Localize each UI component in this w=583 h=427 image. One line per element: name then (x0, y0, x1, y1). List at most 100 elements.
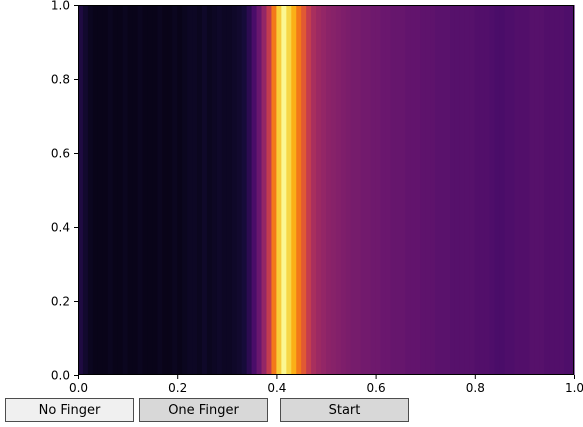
heatmap-cell (365, 5, 372, 375)
heatmap-cell (78, 5, 84, 375)
heatmap-cell (479, 5, 486, 375)
heatmap-cell (375, 5, 382, 375)
heatmap-cell (539, 5, 545, 375)
y-axis: 0.0 0.2 0.4 0.6 0.8 1.0 (51, 0, 78, 383)
heatmap-cell (316, 5, 322, 375)
heatmap-cell (266, 5, 273, 375)
heatmap-cell (152, 5, 158, 375)
heatmap-cell (454, 5, 461, 375)
heatmap-cell (469, 5, 476, 375)
heatmap-cell (544, 5, 550, 375)
heatmap-cell (405, 5, 411, 375)
heatmap-cell (499, 5, 506, 375)
heatmap-cell (445, 5, 451, 375)
heatmap-cell (534, 5, 540, 375)
heatmap-cell (82, 5, 89, 375)
heatmap-cell (529, 5, 535, 375)
heatmap-cell (276, 5, 282, 375)
heatmap-cell (474, 5, 481, 375)
heatmap-cell (340, 5, 347, 375)
heatmap-cell (172, 5, 178, 375)
y-tick-label: 0.8 (51, 73, 70, 87)
heatmap-cell (221, 5, 228, 375)
heatmap-cell (569, 5, 575, 375)
heatmap-cell (355, 5, 362, 375)
heatmap-cell (489, 5, 496, 375)
heatmap-cell (395, 5, 401, 375)
x-tick-label: 0.8 (466, 381, 485, 395)
heatmap-cell (321, 5, 327, 375)
heatmap-cell (330, 5, 337, 375)
heatmap-cell (291, 5, 297, 375)
heatmap-cell (92, 5, 99, 375)
y-tick-label: 1.0 (51, 0, 70, 13)
y-tick-label: 0.2 (51, 295, 70, 309)
heatmap-cell (261, 5, 268, 375)
y-tick-label: 0.0 (51, 369, 70, 383)
heatmap-cell (202, 5, 208, 375)
heatmap-cell (197, 5, 203, 375)
heatmap-cell (206, 5, 213, 375)
heatmap-cell (211, 5, 218, 375)
no-finger-button[interactable]: No Finger (5, 398, 134, 422)
heatmap-cell (147, 5, 153, 375)
heatmap-cell (251, 5, 258, 375)
heatmap-cell (430, 5, 436, 375)
heatmap-cell (425, 5, 431, 375)
heatmap-cell (345, 5, 352, 375)
heatmap-cell (459, 5, 466, 375)
heatmap-cell (117, 5, 124, 375)
heatmap-cell (306, 5, 312, 375)
x-tick-label: 0.4 (267, 381, 286, 395)
heatmap-cell (554, 5, 560, 375)
heatmap-cell (187, 5, 193, 375)
heatmap-cell (177, 5, 183, 375)
heatmap-cell (524, 5, 530, 375)
heatmap-cell (162, 5, 168, 375)
heatmap-cell (226, 5, 233, 375)
heatmap-cell (127, 5, 134, 375)
heatmap-cell (549, 5, 555, 375)
heatmap-cell (192, 5, 198, 375)
heatmap-cell (256, 5, 263, 375)
heatmap-cell (137, 5, 144, 375)
heatmap-cell (301, 5, 307, 375)
heatmap-cell (450, 5, 456, 375)
heatmap-cell (335, 5, 342, 375)
heatmap-cell (564, 5, 570, 375)
heatmap-cell (464, 5, 471, 375)
heatmap-cell (241, 5, 248, 375)
heatmap-cell (107, 5, 114, 375)
heatmap-cell (112, 5, 119, 375)
heatmap-cell (514, 5, 521, 375)
heatmap-cell (410, 5, 416, 375)
y-tick-label: 0.6 (51, 147, 70, 161)
heatmap-cell (559, 5, 565, 375)
heatmap-cell (370, 5, 377, 375)
heatmap-cell (380, 5, 387, 375)
x-tick-label: 0.0 (69, 381, 88, 395)
heatmap-cell (216, 5, 223, 375)
heatmap-cell (435, 5, 441, 375)
heatmap-cell (440, 5, 446, 375)
heatmap-cell (87, 5, 94, 375)
heatmap-cell (509, 5, 516, 375)
heatmap-cell (484, 5, 491, 375)
one-finger-button[interactable]: One Finger (139, 398, 268, 422)
heatmap-cell (182, 5, 188, 375)
heatmap-cell (102, 5, 109, 375)
heatmap-cell (286, 5, 292, 375)
heatmap-cell (400, 5, 406, 375)
heatmap-cell (167, 5, 173, 375)
heatmap-cell (504, 5, 511, 375)
start-button[interactable]: Start (280, 398, 409, 422)
heatmap-cell (390, 5, 397, 375)
heatmap-cell (350, 5, 357, 375)
heatmap-cell (281, 5, 287, 375)
x-tick-label: 1.0 (565, 381, 583, 395)
heatmap-cell (420, 5, 426, 375)
heatmap-cell (494, 5, 501, 375)
heatmap-cell (157, 5, 163, 375)
heatmap-cell (296, 5, 302, 375)
y-tick-label: 0.4 (51, 221, 70, 235)
